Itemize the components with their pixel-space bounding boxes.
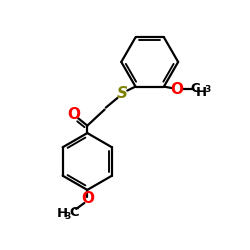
Text: 3: 3	[204, 85, 210, 94]
Text: 3: 3	[64, 212, 71, 221]
Text: S: S	[116, 86, 128, 101]
Text: O: O	[81, 191, 94, 206]
Text: H: H	[196, 86, 207, 98]
Text: O: O	[170, 82, 183, 96]
Text: C: C	[190, 82, 200, 95]
Text: H: H	[56, 207, 68, 220]
Text: O: O	[67, 107, 80, 122]
Text: C: C	[70, 206, 79, 220]
